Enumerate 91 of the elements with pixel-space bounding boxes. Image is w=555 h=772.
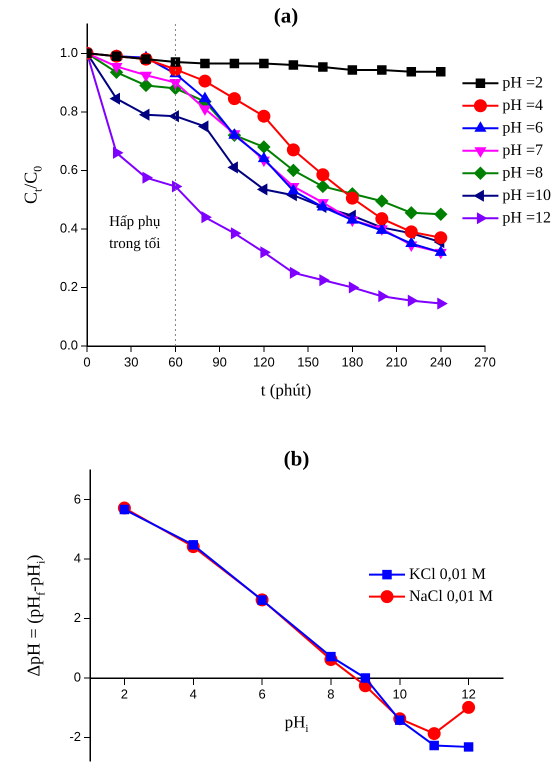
x-tick-label: 8 (327, 686, 335, 702)
x-tick-label: 90 (212, 354, 227, 370)
point (230, 228, 241, 239)
x-tick-label: 60 (168, 354, 183, 370)
x-axis-title: t (phút) (260, 380, 312, 400)
point (462, 700, 476, 714)
point (434, 231, 448, 244)
point (360, 673, 370, 683)
point (375, 194, 388, 208)
legend-label: KCl 0,01 M (409, 566, 486, 583)
point (260, 246, 270, 258)
point (257, 140, 270, 154)
point (199, 92, 211, 102)
point (436, 66, 446, 76)
y-axis-title: ΔpH = (pHf-pHi) (24, 554, 48, 677)
point (172, 180, 182, 192)
point (139, 78, 152, 92)
point (200, 58, 210, 68)
x-tick-label: 0 (83, 354, 91, 370)
legend-label: pH =10 (502, 186, 551, 204)
x-tick-label: 10 (392, 686, 407, 702)
point (110, 62, 122, 73)
point (286, 143, 300, 156)
point (437, 298, 448, 310)
point (316, 180, 330, 193)
x-tick-label: 270 (474, 354, 496, 370)
x-tick-label: 150 (297, 354, 319, 370)
y-tick-label: 1.0 (60, 44, 78, 60)
point (348, 65, 358, 75)
legend-label: pH =2 (502, 74, 543, 92)
x-tick-label: 2 (120, 686, 128, 702)
point (375, 212, 388, 226)
point (286, 164, 300, 177)
chart-title: (b) (284, 446, 310, 470)
point (288, 60, 298, 70)
point (346, 214, 358, 224)
y-axis-title: Ct/C0 (20, 166, 44, 204)
legend-label: pH =12 (502, 209, 551, 226)
point (257, 110, 270, 123)
annotation: Hấp phụ trong tối (109, 214, 161, 252)
y-tick-label: 0.8 (60, 103, 78, 118)
point (404, 206, 418, 220)
legend-label: pH =6 (502, 119, 543, 136)
point (404, 225, 418, 238)
point (170, 57, 180, 67)
point (112, 147, 123, 158)
point (201, 212, 212, 223)
y-tick-label: 0.4 (60, 220, 78, 236)
point (429, 740, 439, 750)
point (408, 294, 418, 306)
x-tick-label: 210 (386, 354, 408, 370)
point (406, 237, 417, 248)
legend-label: pH =8 (502, 164, 543, 182)
point (434, 208, 448, 221)
point (318, 62, 328, 72)
point (198, 74, 212, 88)
y-tick-label: -2 (69, 729, 81, 744)
legend-label: pH =7 (502, 142, 543, 159)
x-tick-label: 180 (341, 354, 364, 370)
y-tick-label: 6 (74, 491, 81, 506)
point (228, 92, 241, 106)
point (346, 192, 359, 205)
x-tick-label: 30 (124, 354, 138, 370)
point (258, 152, 270, 162)
y-tick-label: 2 (74, 610, 81, 626)
x-tick-label: 120 (253, 354, 275, 370)
chart-title: (a) (274, 3, 298, 28)
x-tick-label: 240 (430, 354, 452, 370)
y-tick-label: 0.2 (60, 279, 78, 294)
x-tick-label: 6 (258, 686, 266, 702)
legend-label: NaCl 0,01 M (409, 588, 493, 605)
point (348, 282, 359, 294)
point (319, 274, 330, 286)
point (230, 58, 240, 68)
point (377, 65, 387, 75)
y-tick-label: 0 (74, 670, 81, 685)
x-tick-label: 4 (190, 686, 197, 702)
point (464, 742, 474, 752)
y-tick-label: 0.6 (60, 162, 78, 177)
legend-label: pH =4 (502, 96, 543, 114)
point (378, 290, 388, 302)
y-tick-label: 4 (74, 550, 81, 566)
point (199, 105, 211, 116)
point (142, 172, 152, 184)
y-tick-label: 0.0 (60, 338, 78, 353)
point (290, 267, 300, 279)
point (316, 168, 330, 182)
point (406, 66, 416, 76)
x-tick-label: 12 (461, 686, 476, 702)
point (259, 58, 269, 68)
point (428, 727, 441, 740)
